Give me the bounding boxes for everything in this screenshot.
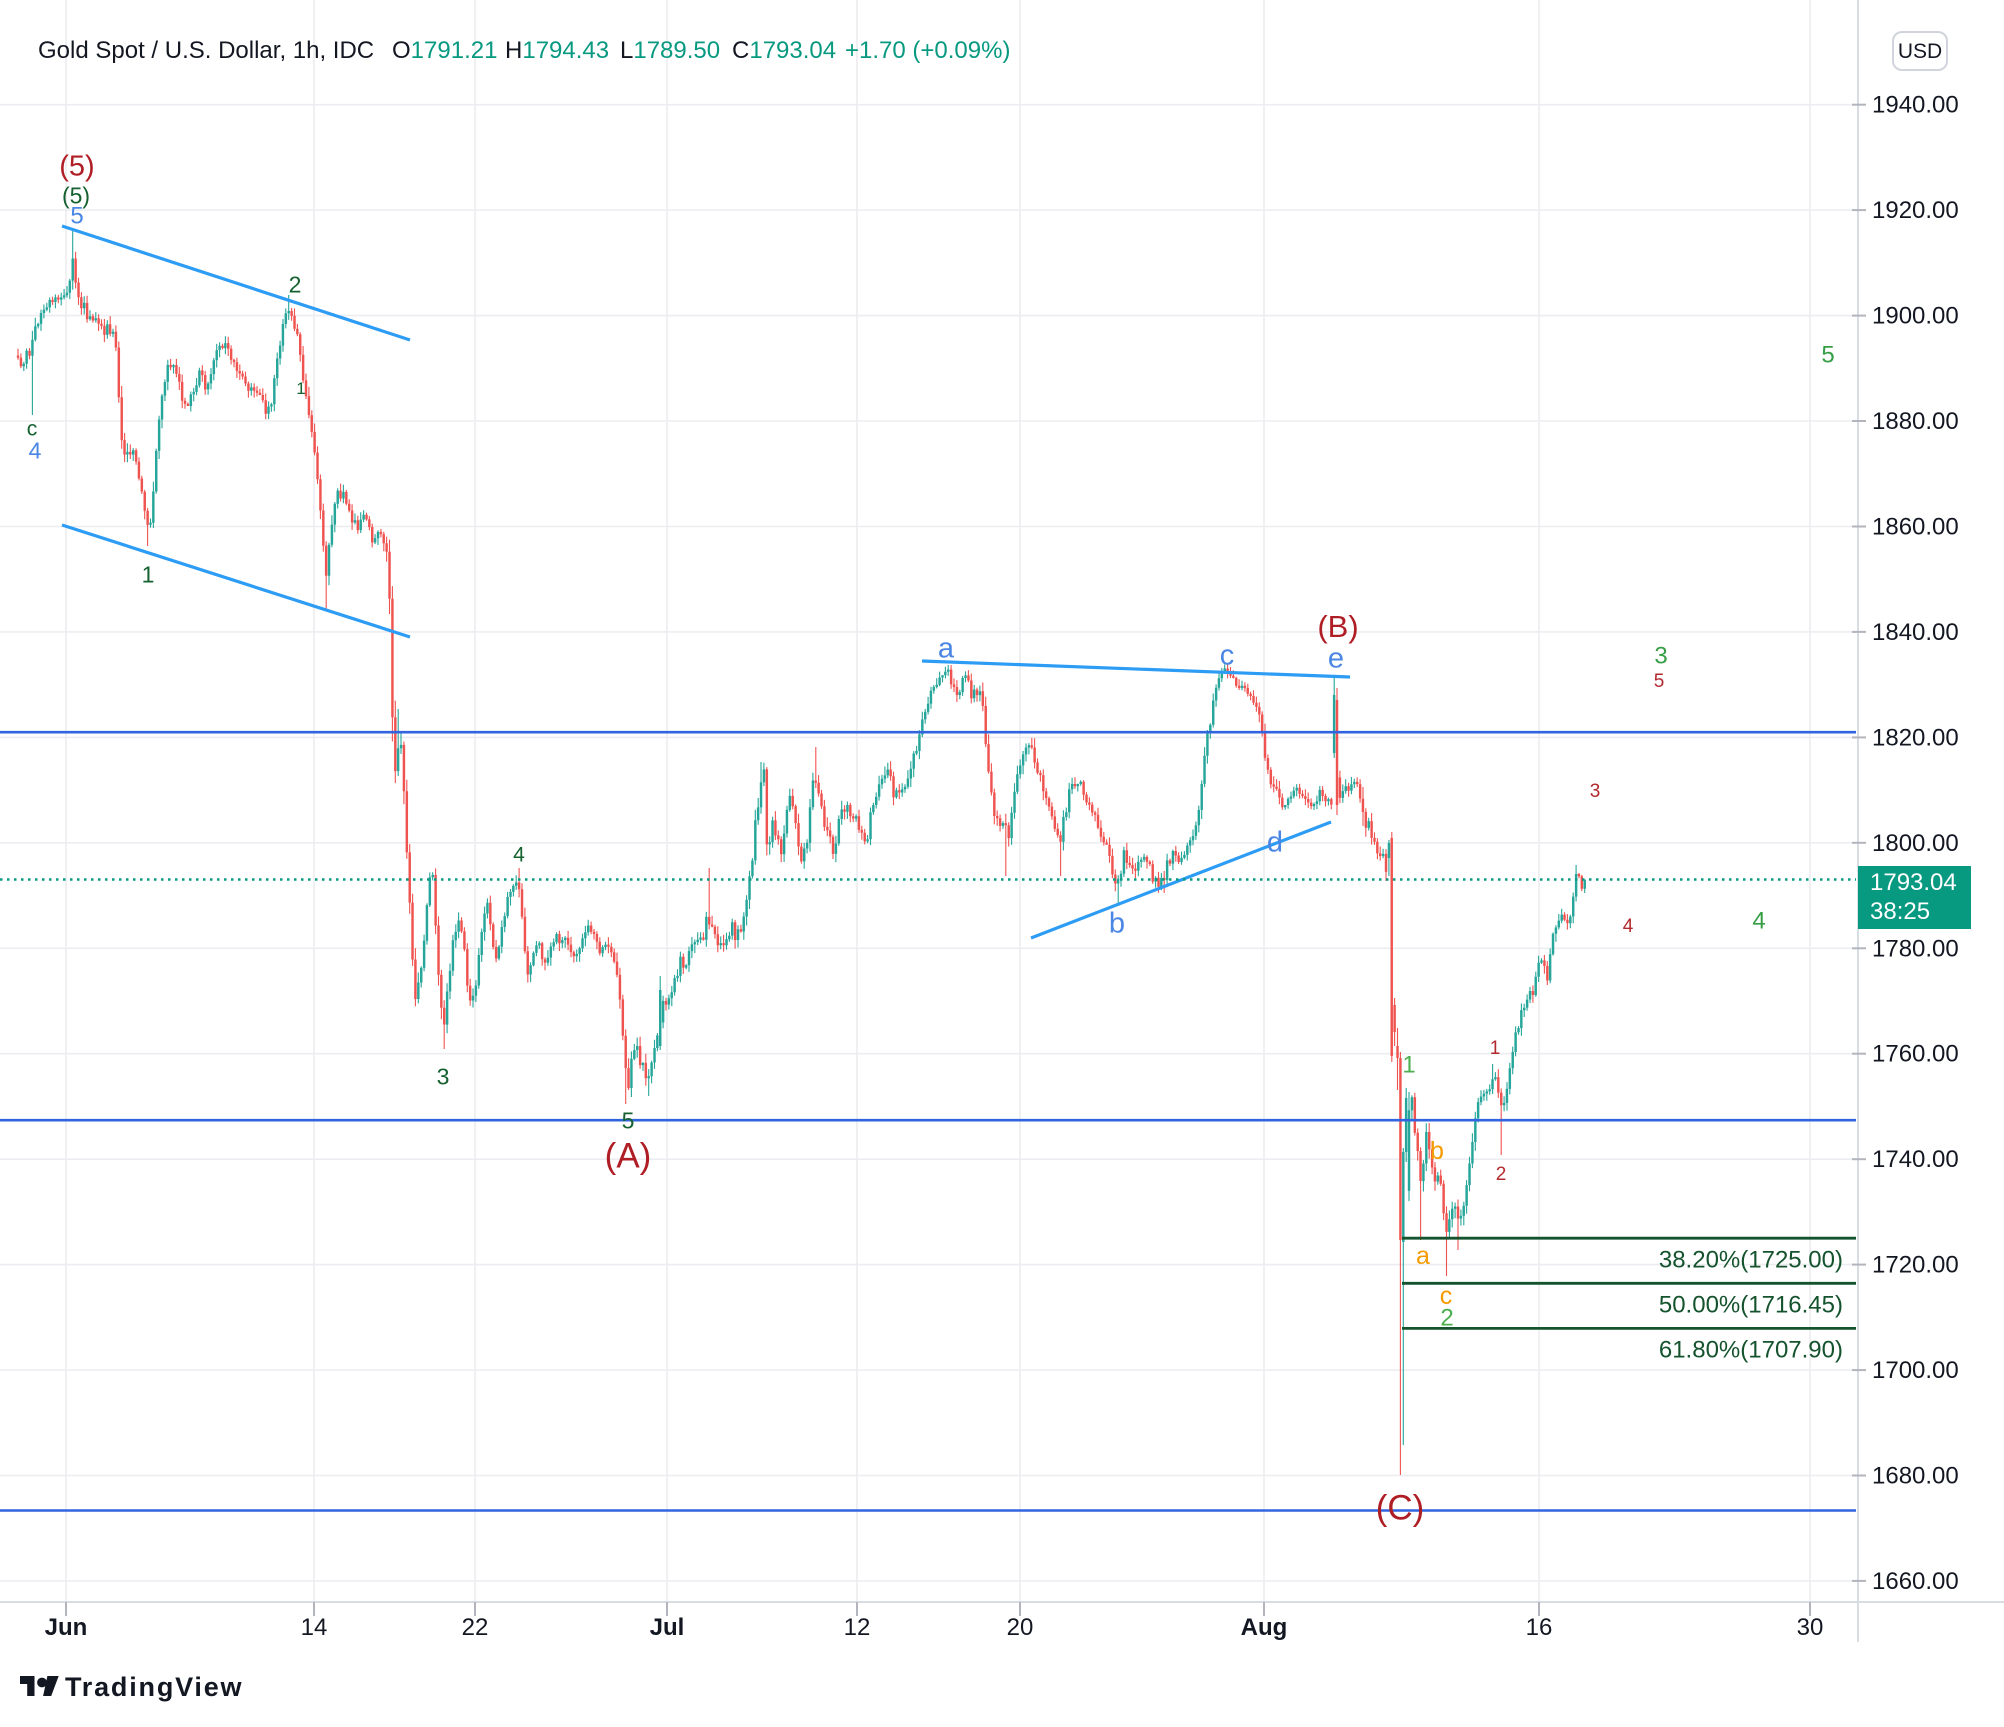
svg-text:20: 20 [1007,1614,1034,1641]
svg-text:1900.00: 1900.00 [1872,303,1959,330]
svg-text:Gold Spot / U.S. Dollar, 1h, I: Gold Spot / U.S. Dollar, 1h, IDC [38,37,374,64]
svg-text:1700.00: 1700.00 [1872,1357,1959,1384]
svg-text:H1794.43: H1794.43 [505,37,609,64]
svg-text:C1793.04: C1793.04 [732,37,836,64]
svg-text:a: a [938,632,955,664]
svg-text:4: 4 [1623,916,1634,937]
svg-text:5: 5 [622,1107,635,1133]
svg-text:1860.00: 1860.00 [1872,514,1959,541]
svg-text:2: 2 [289,271,302,297]
svg-text:2: 2 [1496,1164,1507,1185]
svg-text:(5): (5) [62,182,90,208]
svg-text:L1789.50: L1789.50 [620,37,720,64]
svg-text:TradingView: TradingView [65,1672,243,1702]
svg-text:1780.00: 1780.00 [1872,935,1959,962]
svg-text:(B): (B) [1317,609,1358,644]
svg-text:5: 5 [1821,342,1834,369]
svg-text:b: b [1109,907,1125,939]
svg-text:3: 3 [1590,781,1601,802]
svg-text:d: d [1267,826,1283,858]
svg-text:Aug: Aug [1241,1614,1288,1641]
svg-text:1793.04: 1793.04 [1870,869,1957,896]
svg-text:(A): (A) [605,1137,652,1176]
svg-text:1920.00: 1920.00 [1872,197,1959,224]
svg-text:16: 16 [1526,1614,1553,1641]
svg-text:a: a [1416,1242,1430,1270]
svg-text:1740.00: 1740.00 [1872,1146,1959,1173]
svg-text:4: 4 [513,844,525,867]
svg-text:1840.00: 1840.00 [1872,619,1959,646]
svg-text:1680.00: 1680.00 [1872,1463,1959,1490]
svg-text:(5): (5) [59,150,94,182]
svg-text:1: 1 [142,561,155,587]
svg-text:3: 3 [437,1063,450,1089]
svg-text:1: 1 [296,379,305,398]
svg-text:1880.00: 1880.00 [1872,408,1959,435]
svg-text:14: 14 [301,1614,328,1641]
svg-text:1660.00: 1660.00 [1872,1568,1959,1595]
svg-text:2: 2 [1440,1305,1453,1332]
svg-text:5: 5 [1654,671,1665,692]
svg-text:38:25: 38:25 [1870,898,1930,925]
svg-text:Jul: Jul [650,1614,685,1641]
svg-text:b: b [1430,1137,1444,1165]
svg-text:61.80%(1707.90): 61.80%(1707.90) [1659,1337,1843,1364]
svg-text:1940.00: 1940.00 [1872,92,1959,119]
svg-text:12: 12 [844,1614,871,1641]
svg-text:1: 1 [1402,1052,1415,1079]
svg-text:O1791.21: O1791.21 [392,37,497,64]
svg-text:(C): (C) [1376,1489,1425,1528]
svg-text:1800.00: 1800.00 [1872,830,1959,857]
svg-text:Jun: Jun [45,1614,88,1641]
svg-text:c: c [1220,639,1235,671]
svg-text:+1.70 (+0.09%): +1.70 (+0.09%) [845,37,1010,64]
svg-text:1820.00: 1820.00 [1872,724,1959,751]
svg-text:1: 1 [1490,1038,1501,1059]
svg-text:4: 4 [1752,908,1765,935]
svg-text:c: c [1440,1282,1453,1310]
svg-text:USD: USD [1898,40,1942,63]
svg-text:e: e [1328,642,1344,674]
svg-text:30: 30 [1797,1614,1824,1641]
svg-text:22: 22 [462,1614,489,1641]
svg-text:50.00%(1716.45): 50.00%(1716.45) [1659,1292,1843,1319]
svg-text:5: 5 [70,203,83,230]
svg-text:1760.00: 1760.00 [1872,1041,1959,1068]
svg-text:1720.00: 1720.00 [1872,1252,1959,1279]
svg-text:4: 4 [29,437,42,463]
svg-text:c: c [27,418,38,441]
svg-text:38.20%(1725.00): 38.20%(1725.00) [1659,1247,1843,1274]
svg-text:3: 3 [1654,643,1667,670]
